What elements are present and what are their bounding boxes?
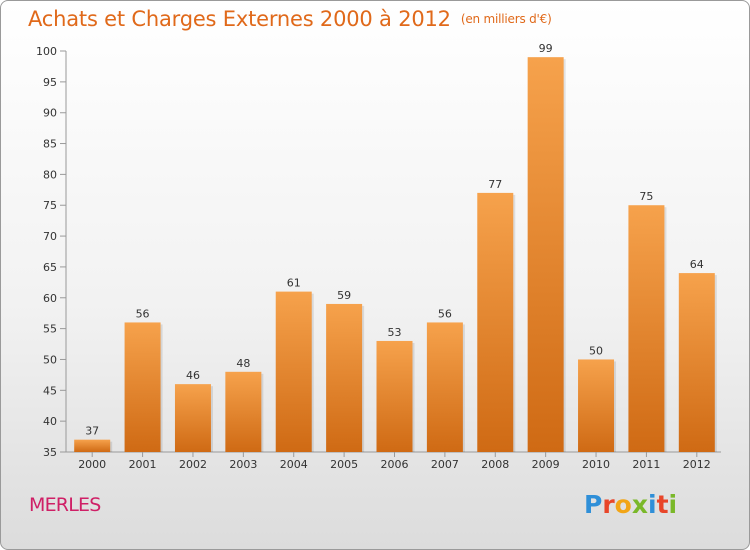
bar-2009: [527, 57, 564, 453]
bar-2012: [678, 273, 715, 452]
data-label-2000: 37: [85, 425, 99, 438]
y-axis-ticks: 35 40 45 50 55 60 65 70 75 80 85 90 95 100: [36, 45, 66, 459]
logo-letter: i: [668, 490, 678, 519]
x-tick-label: 2011: [632, 458, 660, 471]
y-tick-label: 90: [43, 107, 57, 120]
x-tick-label: 2008: [481, 458, 509, 471]
data-label-2006: 53: [388, 326, 402, 339]
bar-2006: [376, 340, 413, 452]
data-label-2004: 61: [287, 277, 301, 290]
x-tick-label: 2005: [330, 458, 358, 471]
bars: 37 56 46 48 61 59 53 56 77 99 50 75 64: [74, 42, 717, 453]
y-tick-label: 85: [43, 138, 57, 151]
x-tick-label: 2003: [229, 458, 257, 471]
bar-2008: [477, 192, 514, 452]
y-tick-label: 75: [43, 199, 57, 212]
x-tick-label: 2000: [78, 458, 106, 471]
x-tick-label: 2001: [129, 458, 157, 471]
chart-title: Achats et Charges Externes 2000 à 2012 (e…: [28, 7, 552, 31]
logo-letter: i: [648, 490, 657, 519]
data-label-2001: 56: [136, 307, 150, 320]
x-tick-label: 2006: [381, 458, 409, 471]
y-tick-label: 80: [43, 168, 57, 181]
data-label-2010: 50: [589, 344, 603, 357]
x-tick-label: 2007: [431, 458, 459, 471]
data-label-2002: 46: [186, 369, 200, 382]
y-tick-label: 50: [43, 353, 57, 366]
x-tick-label: 2010: [582, 458, 610, 471]
commune-name: MERLES: [29, 494, 101, 516]
data-label-2008: 77: [488, 178, 502, 191]
logo-letter: o: [614, 490, 632, 519]
y-tick-label: 95: [43, 76, 57, 89]
chart-subtitle: (en milliers d'€): [460, 12, 552, 26]
bar-2002: [174, 384, 211, 452]
y-tick-label: 65: [43, 261, 57, 274]
y-tick-label: 45: [43, 384, 57, 397]
data-label-2003: 48: [236, 357, 250, 370]
bar-2003: [225, 371, 262, 452]
logo-letter: r: [602, 490, 615, 519]
bar-2001: [124, 322, 161, 452]
data-label-2009: 99: [539, 42, 553, 55]
logo-letter: P: [584, 490, 603, 519]
y-tick-label: 55: [43, 323, 57, 336]
x-tick-label: 2009: [532, 458, 560, 471]
title-text: Achats et Charges Externes 2000 à 2012: [28, 7, 451, 31]
y-tick-label: 100: [36, 45, 57, 58]
bar-2005: [326, 303, 363, 452]
data-label-2011: 75: [639, 190, 653, 203]
y-tick-label: 40: [43, 415, 57, 428]
bar-2011: [628, 205, 665, 452]
data-label-2005: 59: [337, 289, 351, 302]
y-tick-label: 60: [43, 292, 57, 305]
y-tick-label: 70: [43, 230, 57, 243]
y-tick-label: 35: [43, 446, 57, 459]
logo-letter: x: [631, 490, 648, 519]
bar-2004: [275, 291, 312, 452]
bar-2007: [426, 322, 463, 452]
x-axis-labels: 2000 2001 2002 2003 2004 2005 2006 2007 2008 2009…: [78, 452, 711, 471]
bar-2010: [578, 359, 615, 452]
data-label-2012: 64: [690, 258, 704, 271]
bar-2000: [74, 439, 111, 452]
logo-letter: t: [656, 490, 669, 519]
x-tick-label: 2002: [179, 458, 207, 471]
x-tick-label: 2012: [683, 458, 711, 471]
proxiti-logo[interactable]: Proxiti: [584, 490, 677, 519]
x-tick-label: 2004: [280, 458, 308, 471]
data-label-2007: 56: [438, 307, 452, 320]
